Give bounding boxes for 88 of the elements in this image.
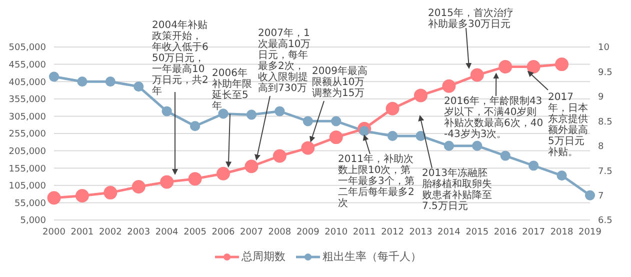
- point: [416, 130, 426, 142]
- x-tick-label: 2011: [352, 227, 376, 238]
- x-tick-label: 2017: [522, 227, 546, 238]
- x-tick-label: 2014: [437, 227, 461, 238]
- point: [162, 106, 172, 116]
- x-tick-label: 2008: [268, 227, 292, 238]
- point: [105, 76, 116, 87]
- y2-tick-label: 10: [598, 43, 610, 54]
- y2-tick-label: 9.5: [598, 68, 612, 78]
- point: [77, 76, 88, 87]
- y-tick-label: 5,000: [20, 216, 46, 226]
- point: [302, 116, 313, 126]
- x-tick-label: 2010: [324, 227, 348, 238]
- x-tick-label: 2005: [184, 227, 207, 238]
- point: [134, 81, 144, 92]
- x-tick-label: 2006: [212, 227, 235, 238]
- annotation: 2009年最高限额从10万调整为15万: [312, 66, 368, 99]
- x-tick-label: 2012: [381, 227, 404, 238]
- y-tick-label: 405,000: [8, 78, 46, 88]
- point: [556, 170, 567, 181]
- x-tick-label: 2001: [70, 227, 94, 238]
- y2-tick-label: 7: [598, 191, 604, 202]
- y-tick-label: 455,000: [8, 60, 46, 70]
- x-tick-label: 2002: [98, 227, 122, 238]
- point: [301, 141, 315, 155]
- point: [160, 175, 174, 189]
- point: [444, 140, 454, 151]
- y2-tick-label: 8.5: [598, 117, 612, 128]
- point: [132, 180, 146, 194]
- point: [442, 79, 456, 93]
- point: [359, 126, 370, 136]
- x-tick-label: 2019: [578, 227, 602, 238]
- y-tick-label: 305,000: [8, 112, 46, 122]
- y2-tick-label: 7.5: [598, 166, 612, 177]
- point: [272, 149, 286, 163]
- point: [331, 116, 342, 126]
- point: [470, 68, 484, 82]
- point: [528, 160, 539, 171]
- y-tick-label: 55,000: [14, 198, 46, 209]
- point: [75, 189, 89, 203]
- x-tick-label: 2003: [127, 227, 150, 238]
- point: [246, 110, 257, 120]
- annotation: 2007年，1次最高10万日元，每年最多2次，收入限制提高到730万: [258, 28, 312, 94]
- point: [387, 130, 398, 142]
- point: [188, 172, 202, 186]
- point: [414, 88, 428, 102]
- point: [216, 166, 230, 180]
- annotation: 2013年冻融胚胎移植和取卵失败患者补贴降至7.5万日元: [422, 168, 492, 212]
- point: [47, 191, 61, 205]
- y-tick-label: 355,000: [8, 95, 46, 106]
- point: [190, 121, 200, 132]
- point: [555, 58, 569, 72]
- y-tick-label: 505,000: [8, 43, 46, 54]
- point: [274, 106, 285, 116]
- annotation: 2006年补助年限延长至5年: [212, 68, 253, 112]
- point: [386, 102, 400, 116]
- x-tick-label: 2013: [409, 227, 432, 238]
- y-tick-label: 105,000: [8, 182, 46, 192]
- x-tick-label: 2007: [240, 227, 263, 238]
- annotation: 2016年，年龄限制43岁以下，不满40岁则补贴次数最高6次，40-43岁为3次。: [444, 96, 544, 140]
- annotation: 2017年，日本东京提供额外最高5万日元补贴。: [548, 92, 588, 158]
- legend-label: 总周期数: [242, 249, 286, 264]
- y2-tick-label: 9: [598, 92, 604, 103]
- point: [472, 140, 482, 151]
- point: [498, 60, 512, 74]
- point: [244, 160, 258, 174]
- point: [48, 72, 60, 82]
- legend-label: 粗出生率（每千人）: [322, 249, 422, 264]
- x-tick-label: 2000: [42, 227, 66, 238]
- y-tick-label: 205,000: [8, 146, 46, 157]
- point: [218, 108, 228, 119]
- x-tick-label: 2004: [155, 227, 179, 238]
- x-tick-label: 2009: [296, 227, 320, 238]
- point: [584, 190, 596, 200]
- point: [500, 150, 510, 161]
- y2-tick-label: 8: [598, 142, 604, 152]
- y2-tick-label: 6.5: [598, 216, 612, 226]
- text: 2015年，首次治疗补助最多30万日元: [428, 8, 514, 30]
- annotation: 2004年补贴政策开始，年收入低于650万日元，一年最高10万日元，共2年: [152, 20, 210, 97]
- x-tick-label: 2016: [494, 227, 518, 238]
- point: [104, 186, 118, 200]
- y-tick-label: 155,000: [8, 164, 46, 174]
- y-tick-label: 255,000: [8, 130, 46, 140]
- point: [526, 60, 540, 74]
- point: [329, 130, 343, 144]
- x-tick-label: 2015: [466, 227, 489, 238]
- x-tick-label: 2018: [550, 227, 574, 238]
- annotation: 2011年，补助次数上限10次，第一年最多3个，第二年后每年最多2次: [338, 154, 416, 209]
